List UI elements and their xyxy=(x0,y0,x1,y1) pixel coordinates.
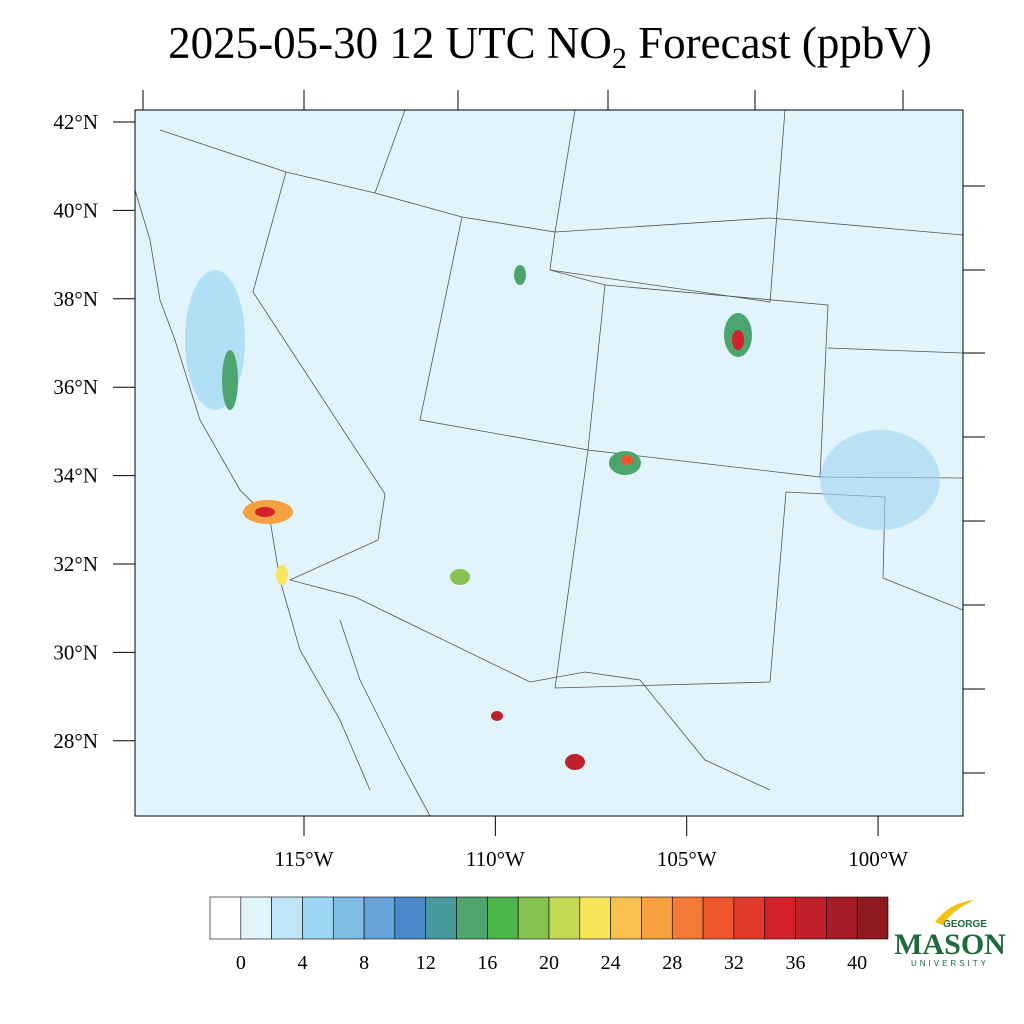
colorbar-box xyxy=(456,896,488,940)
colorbar-box xyxy=(733,896,766,940)
plume xyxy=(276,565,288,585)
map-frame xyxy=(134,109,964,817)
colorbar-label: 0 xyxy=(236,952,246,974)
colorbar-box xyxy=(487,896,519,940)
plume xyxy=(732,330,744,350)
colorbar-label: 16 xyxy=(477,952,497,974)
lat-label: 30°N xyxy=(53,640,98,664)
plume xyxy=(222,350,238,410)
title: 2025-05-30 12 UTC NO2 Forecast (ppbV) xyxy=(168,18,932,75)
colorbar-box xyxy=(795,896,827,940)
colorbar-box xyxy=(363,896,396,940)
border xyxy=(252,171,386,581)
border xyxy=(374,109,406,194)
lat-label: 38°N xyxy=(53,287,98,311)
lat-label: 40°N xyxy=(53,198,98,222)
lat-label: 28°N xyxy=(53,729,98,753)
coastline xyxy=(134,189,371,791)
plume xyxy=(621,455,633,465)
plume xyxy=(514,265,526,285)
colorbar-label: 36 xyxy=(786,952,806,974)
colorbar-label: 28 xyxy=(662,952,682,974)
frame-ticks xyxy=(142,90,985,774)
plume xyxy=(450,569,470,585)
colorbar-label: 12 xyxy=(416,952,436,974)
logo-swoosh xyxy=(935,900,975,925)
colorbar-box xyxy=(826,896,858,940)
colorbar-box xyxy=(579,896,611,940)
lat-label: 32°N xyxy=(53,552,98,576)
lon-label: 115°W xyxy=(275,847,334,871)
border xyxy=(549,109,786,303)
colorbar-label: 4 xyxy=(297,952,307,974)
plume xyxy=(491,711,503,721)
hotspots xyxy=(185,265,940,770)
lon-label: 110°W xyxy=(466,847,525,871)
colorbar-box xyxy=(332,896,365,940)
title-main: 2025-05-30 12 UTC NO xyxy=(168,18,612,68)
colorbar-box xyxy=(856,896,889,940)
border xyxy=(554,217,964,236)
lat-label: 34°N xyxy=(53,464,98,488)
lon-label: 105°W xyxy=(657,847,717,871)
colorbar-box xyxy=(394,896,427,940)
logo: GEORGE MASON UNIVERSITY xyxy=(894,900,1006,968)
colorbar-box xyxy=(548,896,581,940)
colorbar-box xyxy=(517,896,550,940)
border xyxy=(419,216,589,689)
coastline xyxy=(339,619,431,817)
map xyxy=(134,90,985,817)
plume xyxy=(820,430,940,530)
colorbar-box xyxy=(764,896,796,940)
colorbar-box xyxy=(425,896,457,940)
plume xyxy=(255,507,275,517)
colorbar-box xyxy=(641,896,673,940)
lat-label: 42°N xyxy=(53,110,98,134)
colorbar-box xyxy=(610,896,642,940)
colorbar-label: 32 xyxy=(724,952,744,974)
colorbar-box xyxy=(271,896,303,940)
logo-bottom: UNIVERSITY xyxy=(911,959,989,968)
colorbar-box xyxy=(209,896,242,940)
plume xyxy=(565,754,585,770)
colorbar-box xyxy=(671,896,704,940)
logo-main: MASON xyxy=(894,928,1006,961)
colorbar-label: 24 xyxy=(601,952,621,974)
lon-label: 100°W xyxy=(848,847,908,871)
border xyxy=(159,109,576,233)
lat-label: 36°N xyxy=(53,375,98,399)
colorbar-box xyxy=(240,896,272,940)
colorbar-label: 40 xyxy=(847,952,867,974)
title-subscript: 2 xyxy=(612,42,627,75)
border xyxy=(827,347,964,354)
logo-top: GEORGE xyxy=(943,919,987,930)
border xyxy=(554,491,787,689)
colorbar-box xyxy=(302,896,334,940)
colorbar-label: 20 xyxy=(539,952,559,974)
colorbar-box xyxy=(702,896,735,940)
colorbar-label: 8 xyxy=(359,952,369,974)
title-rest: Forecast (ppbV) xyxy=(627,18,932,68)
border xyxy=(289,579,771,791)
